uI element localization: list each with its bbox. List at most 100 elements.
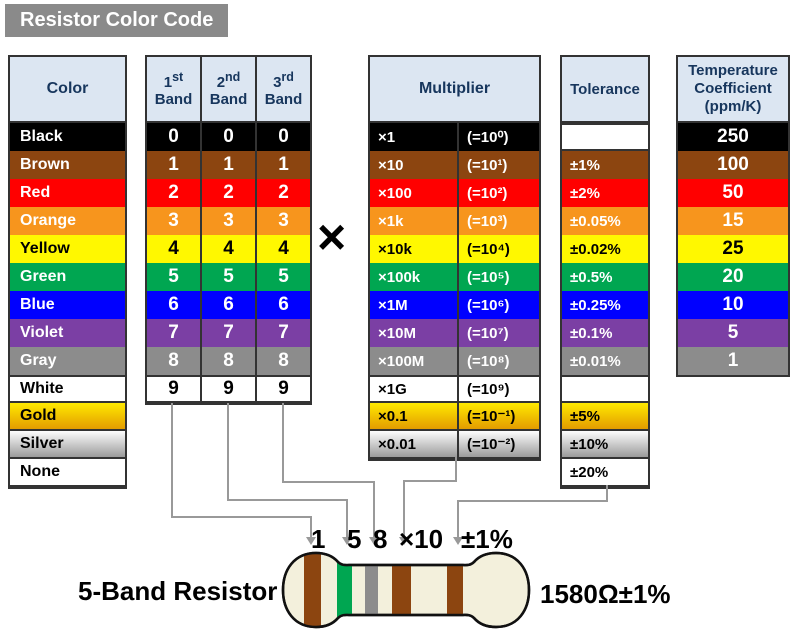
multiplier-value: ×10 bbox=[378, 156, 404, 174]
resistor-outline bbox=[281, 551, 531, 629]
tempco-row-black: 250 bbox=[678, 123, 788, 151]
multiplier-value: ×0.01 bbox=[378, 435, 416, 453]
band-digit: 2 bbox=[255, 179, 310, 207]
tempco-row-red: 50 bbox=[678, 179, 788, 207]
connector-line bbox=[457, 500, 608, 502]
multiplier-power: (=10¹) bbox=[457, 151, 539, 179]
multiplier-power: (=10⁹) bbox=[457, 377, 539, 401]
color-row-orange: Orange bbox=[10, 207, 125, 235]
multiplier-power: (=10⁷) bbox=[457, 319, 539, 347]
multiplier-value: ×1G bbox=[378, 380, 407, 398]
multiplier-row-yellow: ×10k (=10⁴) bbox=[370, 235, 539, 263]
multiplier-power: (=10⁵) bbox=[457, 263, 539, 291]
tempco-row-blue: 10 bbox=[678, 291, 788, 319]
multiplier-power: (=10²) bbox=[457, 179, 539, 207]
tolerance-row-gray: ±0.01% bbox=[562, 347, 648, 375]
band-digit: 7 bbox=[200, 319, 255, 347]
color-row-gold: Gold bbox=[10, 403, 125, 431]
band-digit: 4 bbox=[255, 235, 310, 263]
connector-line bbox=[606, 485, 608, 502]
color-row-red: Red bbox=[10, 179, 125, 207]
tempco-row-yellow: 25 bbox=[678, 235, 788, 263]
tempco-row-violet: 5 bbox=[678, 319, 788, 347]
decoded-label-5: ±1% bbox=[461, 524, 513, 554]
band-header-3: 3rd Band bbox=[255, 57, 310, 121]
multiplier-row-white: ×1G (=10⁹) bbox=[370, 375, 539, 403]
band-digit: 1 bbox=[255, 151, 310, 179]
decoded-label-2: 5 bbox=[347, 524, 362, 554]
multiplier-power: (=10⁶) bbox=[457, 291, 539, 319]
resistor-band-1 bbox=[304, 553, 321, 627]
band-digit: 9 bbox=[168, 378, 179, 399]
multiplier-power: (=10³) bbox=[457, 207, 539, 235]
band-header-2: 2nd Band bbox=[200, 57, 255, 121]
band-digit: 6 bbox=[168, 294, 179, 315]
band-header-1: 1st Band bbox=[154, 69, 193, 108]
tempco-header: Temperature Coefficient (ppm/K) bbox=[678, 57, 788, 123]
multiplier-value: ×1 bbox=[378, 128, 396, 146]
multiplier-table: Multiplier ×1 (=10⁰) ×10 (=10¹) ×100 (=10²) ×1… bbox=[368, 55, 541, 461]
connector-line bbox=[346, 499, 348, 538]
band-digit: 8 bbox=[200, 347, 255, 375]
multiplier-value: ×100M bbox=[378, 352, 425, 370]
multiplier-row-orange: ×1k (=10³) bbox=[370, 207, 539, 235]
arrow-down-icon bbox=[306, 537, 316, 545]
band-digit: 6 bbox=[255, 291, 310, 319]
band-digit: 7 bbox=[255, 319, 310, 347]
tempco-row-orange: 15 bbox=[678, 207, 788, 235]
tolerance-row-white bbox=[562, 375, 648, 403]
color-table: Color Black Brown Red Orange Yellow Green Blue… bbox=[8, 55, 127, 489]
arrow-down-icon bbox=[369, 537, 379, 545]
multiplier-header: Multiplier bbox=[370, 57, 539, 123]
connector-line bbox=[282, 403, 284, 483]
multiplier-value: ×1k bbox=[378, 212, 404, 230]
connector-line bbox=[227, 403, 229, 501]
tempco-row-brown: 100 bbox=[678, 151, 788, 179]
multiplier-value: ×100k bbox=[378, 268, 421, 286]
band-digit: 1 bbox=[168, 154, 179, 175]
tempco-table: Temperature Coefficient (ppm/K) 250 100 50… bbox=[676, 55, 790, 377]
tolerance-row-none: ±20% bbox=[562, 459, 648, 487]
multiply-symbol: × bbox=[317, 209, 347, 265]
band-digit: 3 bbox=[255, 207, 310, 235]
multiplier-power: (=10⁴) bbox=[457, 235, 539, 263]
band-digit: 0 bbox=[168, 126, 179, 147]
color-row-white: White bbox=[10, 375, 125, 403]
resistor-band-3 bbox=[365, 553, 378, 627]
color-row-brown: Brown bbox=[10, 151, 125, 179]
connector-line bbox=[457, 500, 459, 538]
tolerance-row-silver: ±10% bbox=[562, 431, 648, 459]
color-header: Color bbox=[10, 57, 125, 123]
resistor-band-4 bbox=[392, 553, 411, 627]
color-row-green: Green bbox=[10, 263, 125, 291]
multiplier-power: (=10⁰) bbox=[457, 123, 539, 151]
band-digit: 8 bbox=[255, 347, 310, 375]
tolerance-row-red: ±2% bbox=[562, 179, 648, 207]
band-digit: 8 bbox=[168, 350, 179, 371]
connector-line bbox=[227, 499, 348, 501]
multiplier-value: ×10k bbox=[378, 240, 412, 258]
multiplier-row-red: ×100 (=10²) bbox=[370, 179, 539, 207]
multiplier-value: ×0.1 bbox=[378, 407, 408, 425]
band-digit: 3 bbox=[200, 207, 255, 235]
connector-line bbox=[455, 457, 457, 482]
band-digit: 9 bbox=[255, 377, 310, 401]
color-row-yellow: Yellow bbox=[10, 235, 125, 263]
tolerance-row-violet: ±0.1% bbox=[562, 319, 648, 347]
band-digit: 0 bbox=[200, 123, 255, 151]
decoded-label-3: 8 bbox=[373, 524, 388, 554]
multiplier-power: (=10⁻²) bbox=[457, 431, 539, 457]
band-header: 1st Band 2nd Band 3rd Band bbox=[147, 57, 310, 123]
band-digit: 4 bbox=[168, 238, 179, 259]
band-digit: 6 bbox=[200, 291, 255, 319]
decoded-label-4: ×10 bbox=[399, 524, 444, 554]
